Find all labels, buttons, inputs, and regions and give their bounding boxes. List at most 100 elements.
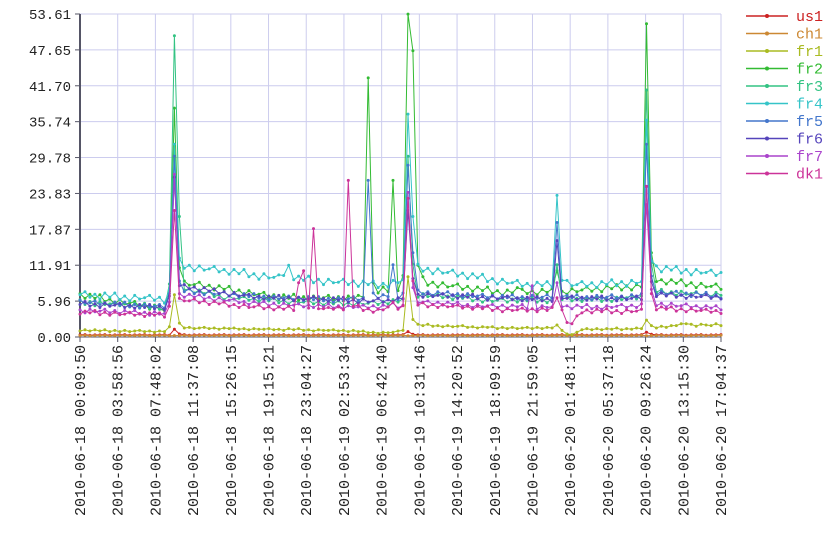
series-point-dk1 — [282, 307, 286, 311]
series-point-fr5 — [88, 301, 92, 305]
series-point-fr6 — [500, 296, 504, 300]
series-point-fr4 — [247, 275, 251, 279]
series-point-dk1 — [620, 312, 624, 315]
series-point-dk1 — [158, 311, 161, 315]
series-point-fr1 — [93, 328, 97, 332]
series-point-fr2 — [466, 284, 470, 288]
series-point-fr7 — [669, 301, 673, 305]
series-point-fr6 — [322, 296, 325, 300]
series-point-ch1 — [580, 333, 584, 337]
legend-point-fr1 — [765, 49, 769, 53]
series-point-fr7 — [406, 190, 410, 194]
series-point-fr2 — [406, 12, 410, 16]
series-point-dk1 — [128, 310, 132, 314]
series-point-fr7 — [490, 303, 494, 306]
series-point-fr6 — [192, 285, 196, 289]
series-point-fr6 — [381, 300, 385, 304]
series-point-ch1 — [431, 334, 435, 337]
series-point-fr4 — [426, 266, 430, 270]
series-point-fr7 — [326, 302, 330, 306]
series-point-dk1 — [550, 306, 554, 309]
series-point-ch1 — [689, 334, 693, 337]
series-point-fr1 — [461, 324, 465, 328]
series-point-fr1 — [277, 327, 281, 331]
series-point-ch1 — [714, 334, 718, 337]
series-point-ch1 — [555, 334, 559, 337]
series-point-fr2 — [356, 293, 360, 297]
series-point-fr1 — [684, 322, 688, 326]
series-point-fr6 — [709, 296, 713, 300]
series-point-ch1 — [500, 333, 504, 337]
series-point-dk1 — [356, 303, 360, 307]
series-point-fr2 — [88, 292, 92, 296]
series-point-fr4 — [595, 286, 599, 290]
series-point-fr1 — [635, 326, 638, 330]
series-point-fr5 — [133, 303, 137, 306]
series-point-fr4 — [217, 270, 221, 274]
series-point-ch1 — [163, 333, 166, 337]
series-point-dk1 — [113, 310, 117, 314]
series-point-ch1 — [466, 334, 470, 338]
series-point-fr6 — [361, 297, 365, 301]
series-point-fr1 — [336, 329, 340, 333]
series-point-ch1 — [361, 333, 365, 337]
series-point-fr2 — [664, 282, 668, 286]
series-point-fr6 — [133, 306, 137, 310]
series-point-fr4 — [421, 269, 425, 273]
series-point-fr4 — [78, 293, 82, 297]
series-point-ch1 — [649, 334, 653, 337]
series-point-fr2 — [645, 22, 648, 26]
series-point-fr1 — [550, 326, 554, 330]
series-point-fr6 — [664, 294, 668, 298]
series-point-ch1 — [143, 333, 147, 337]
x-axis-label: 2010-06-18 07:48:02 — [148, 345, 165, 516]
series-point-fr1 — [361, 329, 365, 333]
series-point-ch1 — [182, 333, 186, 337]
series-point-ch1 — [694, 334, 698, 337]
series-point-fr1 — [177, 321, 181, 325]
series-point-ch1 — [138, 334, 142, 337]
series-point-fr4 — [719, 271, 723, 274]
series-point-fr6 — [694, 295, 698, 299]
series-point-dk1 — [436, 306, 440, 309]
series-point-fr1 — [118, 330, 122, 334]
series-point-fr1 — [510, 325, 514, 329]
series-point-fr4 — [202, 268, 206, 272]
series-point-fr4 — [585, 284, 589, 288]
series-point-fr1 — [247, 328, 251, 332]
series-point-fr7 — [227, 298, 231, 302]
series-point-ch1 — [510, 334, 514, 337]
series-point-fr4 — [679, 271, 683, 275]
series-point-fr4 — [153, 298, 156, 302]
series-point-fr1 — [326, 328, 330, 332]
legend-label-dk1: dk1 — [796, 167, 823, 184]
series-point-fr7 — [525, 307, 529, 311]
series-point-dk1 — [292, 309, 296, 312]
series-point-fr4 — [635, 281, 638, 285]
series-point-fr6 — [182, 283, 186, 287]
series-point-fr7 — [595, 304, 599, 308]
series-point-fr6 — [148, 303, 152, 306]
series-point-dk1 — [505, 307, 509, 311]
series-point-fr2 — [381, 285, 385, 289]
series-point-dk1 — [535, 310, 539, 314]
series-point-fr4 — [466, 277, 470, 281]
series-point-fr4 — [555, 193, 559, 197]
series-point-fr4 — [411, 215, 415, 218]
series-point-ch1 — [605, 334, 609, 338]
series-point-ch1 — [192, 334, 196, 337]
series-point-fr6 — [446, 295, 450, 299]
series-point-fr3 — [406, 154, 410, 158]
series-point-fr2 — [520, 287, 524, 291]
series-point-fr3 — [257, 300, 261, 303]
series-point-fr7 — [555, 281, 559, 285]
series-point-dk1 — [376, 307, 380, 311]
series-point-fr1 — [167, 325, 171, 329]
series-point-fr4 — [684, 268, 688, 271]
series-point-fr2 — [699, 281, 703, 285]
series-point-fr4 — [227, 272, 231, 276]
y-axis-label: 11.91 — [29, 259, 71, 275]
series-point-fr4 — [620, 280, 624, 284]
series-point-fr6 — [540, 299, 544, 303]
series-point-fr6 — [659, 291, 663, 295]
